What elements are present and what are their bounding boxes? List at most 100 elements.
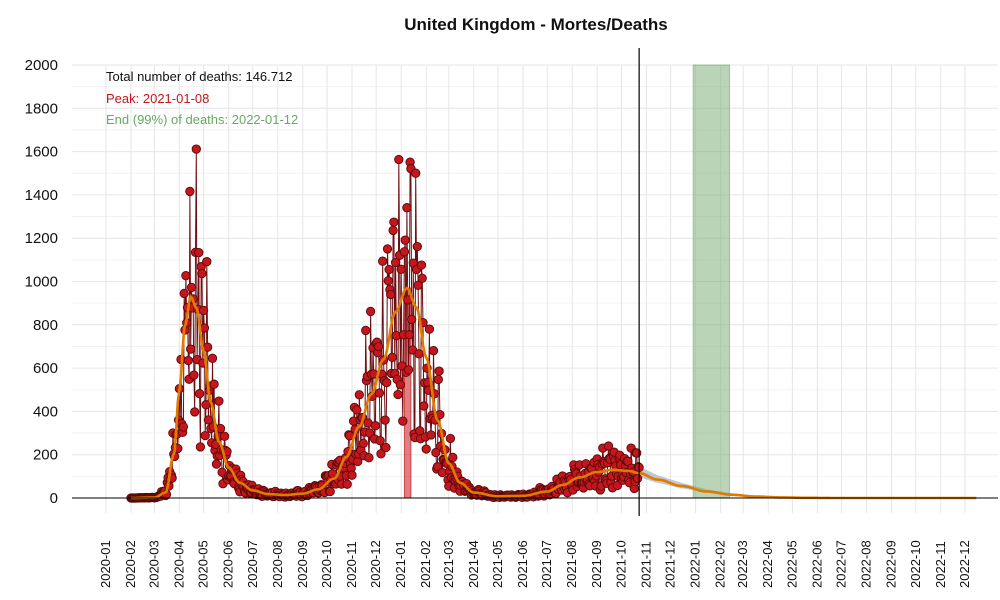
- x-tick-label: 2022-07: [834, 540, 849, 588]
- daily-death-point: [194, 247, 204, 258]
- daily-death-point: [434, 366, 444, 376]
- daily-death-point: [414, 349, 424, 359]
- daily-death-point: [396, 264, 406, 274]
- daily-death-point: [365, 428, 375, 438]
- daily-death-point: [433, 374, 443, 385]
- daily-death-point: [382, 244, 393, 254]
- x-tick-label: 2022-02: [713, 540, 728, 588]
- daily-death-point: [411, 168, 421, 178]
- daily-death-point: [390, 257, 401, 268]
- daily-death-point: [384, 264, 394, 275]
- x-tick-label: 2022-04: [760, 540, 775, 588]
- daily-death-point: [445, 433, 456, 444]
- daily-death-point: [424, 324, 435, 334]
- daily-death-point: [388, 225, 398, 236]
- daily-death-point: [186, 282, 197, 293]
- x-tick-label: 2020-08: [270, 540, 285, 588]
- x-tick-label: 2021-03: [441, 540, 456, 588]
- daily-death-point: [612, 480, 623, 491]
- x-tick-label: 2020-04: [171, 540, 186, 588]
- bands: [403, 64, 842, 499]
- daily-death-point: [358, 438, 368, 449]
- daily-death-point: [407, 314, 417, 325]
- x-tick-label: 2020-12: [368, 540, 383, 588]
- total-deaths-annotation: Total number of deaths: 146.712: [106, 69, 292, 84]
- fit-curve-layer: [131, 286, 977, 500]
- daily-death-point: [395, 380, 406, 390]
- x-tick-label: 2022-01: [688, 540, 703, 588]
- daily-death-point: [426, 430, 436, 440]
- peak-annotation: Peak: 2021-01-08: [106, 91, 209, 106]
- data-points: [126, 144, 644, 503]
- daily-death-point: [179, 288, 189, 299]
- x-tick-labels: 2020-01 2020-02 2020-03 2020-04 2020-05 2020-…: [98, 540, 972, 588]
- daily-death-point: [374, 388, 385, 398]
- daily-death-point: [403, 365, 414, 375]
- daily-death-point: [215, 423, 226, 434]
- axes: [72, 48, 998, 516]
- daily-death-point: [402, 203, 412, 213]
- daily-death-point: [198, 305, 209, 316]
- daily-death-point: [398, 416, 408, 426]
- x-tick-label: 2022-03: [735, 540, 750, 588]
- daily-death-point: [378, 256, 388, 266]
- daily-death-point: [203, 415, 214, 425]
- x-tick-label: 2020-10: [319, 540, 334, 588]
- daily-death-point: [197, 268, 207, 279]
- y-tick-label: 200: [33, 447, 58, 464]
- daily-death-point: [181, 271, 191, 281]
- y-tick-label: 1400: [25, 187, 58, 204]
- daily-death-point: [393, 389, 403, 400]
- y-tick-label: 400: [33, 403, 58, 420]
- daily-death-point: [354, 390, 364, 400]
- y-tick-label: 1000: [25, 274, 58, 291]
- daily-death-point: [352, 405, 362, 415]
- daily-death-point: [370, 421, 381, 431]
- daily-death-point: [325, 486, 335, 497]
- x-tick-label: 2021-07: [539, 540, 554, 588]
- daily-death-point: [209, 379, 219, 389]
- x-tick-label: 2020-09: [295, 540, 310, 588]
- daily-death-point: [207, 353, 218, 363]
- daily-death-point: [400, 235, 410, 245]
- x-tick-label: 2020-05: [196, 540, 211, 588]
- daily-death-point: [189, 370, 199, 380]
- daily-death-point: [201, 400, 211, 410]
- x-tick-label: 2020-03: [146, 540, 161, 588]
- x-tick-label: 2022-11: [933, 541, 948, 588]
- daily-death-point: [416, 260, 427, 270]
- y-tick-label: 1600: [25, 144, 58, 161]
- daily-death-point: [417, 273, 427, 283]
- x-tick-label: 2021-08: [564, 540, 579, 588]
- x-tick-label: 2020-07: [245, 540, 260, 588]
- daily-death-point: [347, 470, 357, 480]
- daily-death-point: [383, 276, 393, 286]
- daily-death-point: [195, 442, 206, 452]
- daily-death-point: [386, 289, 396, 300]
- daily-death-point: [342, 479, 352, 489]
- daily-death-point: [202, 256, 212, 267]
- daily-death-point: [364, 453, 374, 463]
- y-tick-label: 0: [50, 490, 58, 507]
- x-tick-label: 2021-01: [393, 540, 408, 588]
- daily-death-point: [381, 442, 391, 453]
- y-tick-label: 600: [33, 360, 58, 377]
- x-tick-label: 2021-02: [418, 540, 433, 588]
- daily-death-point: [373, 341, 384, 352]
- x-tick-label: 2021-06: [515, 540, 530, 588]
- end-annotation: End (99%) of deaths: 2022-01-12: [106, 112, 298, 127]
- daily-death-point: [394, 154, 404, 165]
- daily-death-point: [428, 346, 439, 356]
- daily-death-point: [361, 325, 371, 336]
- daily-death-point: [431, 447, 441, 458]
- fit-curve: [131, 286, 977, 500]
- x-tick-label: 2022-08: [859, 540, 874, 588]
- x-tick-label: 2020-11: [344, 541, 359, 588]
- y-tick-labels: 0 200 400 600 800 1000 1200 1400 1600 1800 2000: [25, 57, 58, 507]
- daily-death-point: [413, 280, 423, 290]
- x-tick-label: 2021-10: [613, 540, 628, 588]
- daily-death-point: [380, 415, 390, 425]
- x-tick-label: 2022-10: [908, 540, 923, 588]
- daily-death-point: [214, 396, 224, 406]
